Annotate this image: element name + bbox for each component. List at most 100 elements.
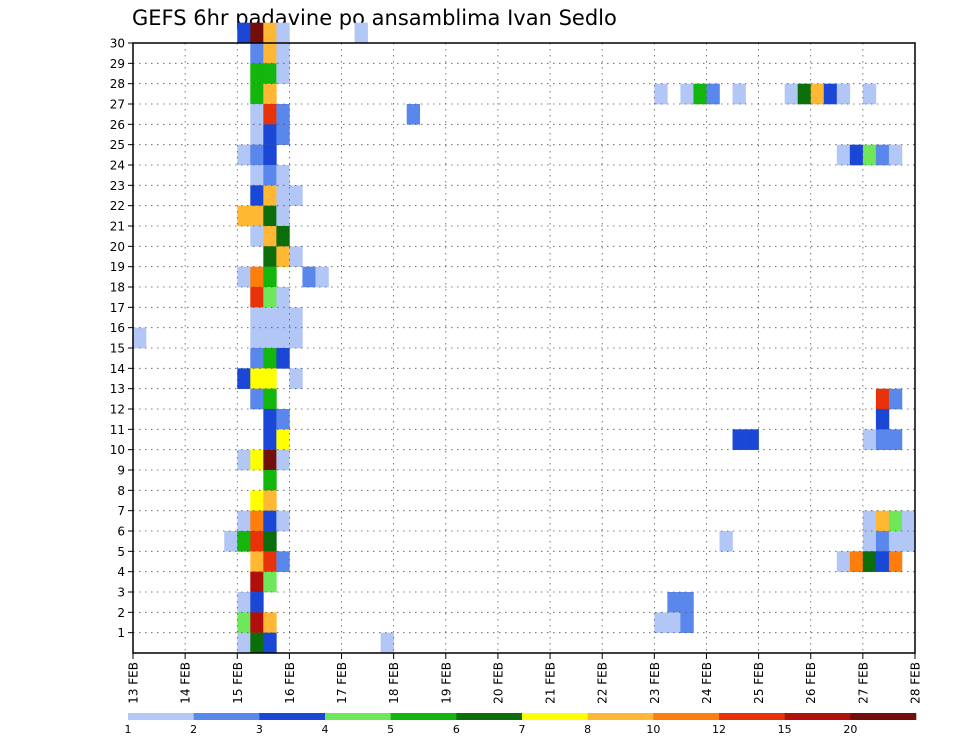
y-tick-label: 10: [110, 443, 125, 457]
colorbar-label: 2: [190, 723, 197, 736]
heatmap-cell: [289, 185, 303, 206]
heatmap-cell: [263, 63, 277, 84]
heatmap-cell: [237, 449, 251, 471]
heatmap-cell: [732, 429, 746, 450]
heatmap-cell: [289, 246, 303, 267]
y-tick-label: 3: [117, 586, 125, 600]
heatmap-cell: [875, 409, 890, 430]
heatmap-cell: [276, 43, 290, 64]
chart-title: GEFS 6hr padavine po ansamblima Ivan Sed…: [132, 6, 617, 30]
colorbar-swatch: [390, 713, 457, 720]
heatmap-cell: [276, 226, 290, 247]
heatmap-cell: [276, 63, 290, 84]
heatmap-cell: [797, 83, 812, 105]
y-tick-label: 30: [110, 37, 125, 51]
heatmap-cell: [862, 144, 877, 166]
heatmap-cell: [250, 592, 264, 613]
y-tick-label: 8: [117, 484, 125, 498]
heatmap-cell: [276, 409, 290, 430]
cells-layer: [133, 22, 916, 654]
heatmap-cell: [888, 388, 903, 410]
x-tick-label: 16 FEB: [283, 662, 297, 704]
colorbar-swatch: [522, 713, 588, 720]
heatmap-cell: [263, 226, 277, 247]
colorbar-swatch: [653, 713, 720, 720]
y-tick-label: 21: [110, 220, 125, 234]
heatmap-cell: [263, 510, 277, 532]
heatmap-cell: [250, 287, 264, 308]
heatmap-cell: [263, 531, 277, 552]
colorbar-swatch: [587, 713, 654, 720]
heatmap-cell: [250, 185, 264, 206]
heatmap-cell: [289, 327, 303, 349]
heatmap-cell: [276, 205, 290, 227]
y-tick-label: 1: [117, 626, 125, 640]
x-tick-label: 24 FEB: [700, 662, 714, 704]
heatmap-cell: [237, 632, 251, 654]
heatmap-cell: [263, 22, 277, 44]
colorbar-label: 4: [322, 723, 329, 736]
heatmap-cell: [680, 612, 694, 633]
heatmap-cell: [250, 165, 264, 186]
heatmap-cell: [263, 124, 277, 145]
heatmap-cell: [263, 43, 277, 64]
heatmap-cell: [250, 104, 264, 125]
heatmap-cell: [732, 83, 746, 105]
heatmap-cell: [302, 266, 316, 288]
heatmap-cell: [250, 144, 264, 166]
heatmap-cell: [263, 83, 277, 105]
heatmap-cell: [276, 246, 290, 267]
y-tick-label: 20: [110, 240, 125, 254]
heatmap-cell: [250, 266, 264, 288]
heatmap-cell: [276, 449, 290, 471]
heatmap-cell: [406, 104, 421, 125]
colorbar: 1 2 3 4 5 6 7 8 10 12 15 20: [125, 713, 917, 736]
heatmap-cell: [901, 531, 916, 552]
x-tick-label: 27 FEB: [856, 662, 870, 704]
heatmap-cell: [263, 470, 277, 491]
x-axis: 13 FEB 14 FEB 15 FEB 16 FEB 17 FEB 18 FEB 19 F…: [127, 653, 923, 704]
heatmap-cell: [888, 144, 903, 166]
y-tick-label: 9: [117, 464, 125, 478]
heatmap-cell: [276, 307, 290, 328]
heatmap-cell: [836, 144, 851, 166]
heatmap-cell: [875, 531, 890, 552]
x-tick-label: 25 FEB: [752, 662, 766, 704]
y-tick-label: 12: [110, 403, 125, 417]
colorbar-label: 8: [584, 723, 591, 736]
x-tick-label: 17 FEB: [335, 662, 349, 704]
heatmap-cell: [888, 429, 903, 450]
colorbar-swatch: [784, 713, 851, 720]
colorbar-label: 20: [843, 723, 857, 736]
heatmap-cell: [862, 531, 877, 552]
heatmap-cell: [250, 449, 264, 471]
heatmap-cell: [250, 43, 264, 64]
heatmap-cell: [237, 266, 251, 288]
heatmap-cell: [250, 348, 264, 369]
heatmap-cell: [250, 63, 264, 84]
heatmap-cell: [263, 205, 277, 227]
x-tick-label: 18 FEB: [387, 662, 401, 704]
colorbar-label: 5: [387, 723, 394, 736]
y-tick-label: 18: [110, 281, 125, 295]
heatmap-cell: [875, 551, 890, 572]
y-tick-label: 27: [110, 98, 125, 112]
y-tick-label: 14: [110, 362, 125, 376]
heatmap-cell: [667, 612, 681, 633]
heatmap-cell: [263, 348, 277, 369]
heatmap-cell: [276, 551, 290, 572]
heatmap-cell: [276, 429, 290, 450]
heatmap-cell: [224, 531, 238, 552]
heatmap-cell: [862, 551, 877, 572]
heatmap-cell: [276, 22, 290, 44]
y-tick-label: 5: [117, 545, 125, 559]
y-tick-label: 7: [117, 504, 125, 518]
heatmap-cell: [875, 510, 890, 532]
heatmap-cell: [784, 83, 798, 105]
heatmap-cell: [237, 531, 251, 552]
y-tick-label: 22: [110, 199, 125, 213]
heatmap-cell: [706, 83, 720, 105]
colorbar-label: 6: [453, 723, 460, 736]
x-tick-label: 19 FEB: [439, 662, 453, 704]
x-tick-label: 23 FEB: [648, 662, 662, 704]
